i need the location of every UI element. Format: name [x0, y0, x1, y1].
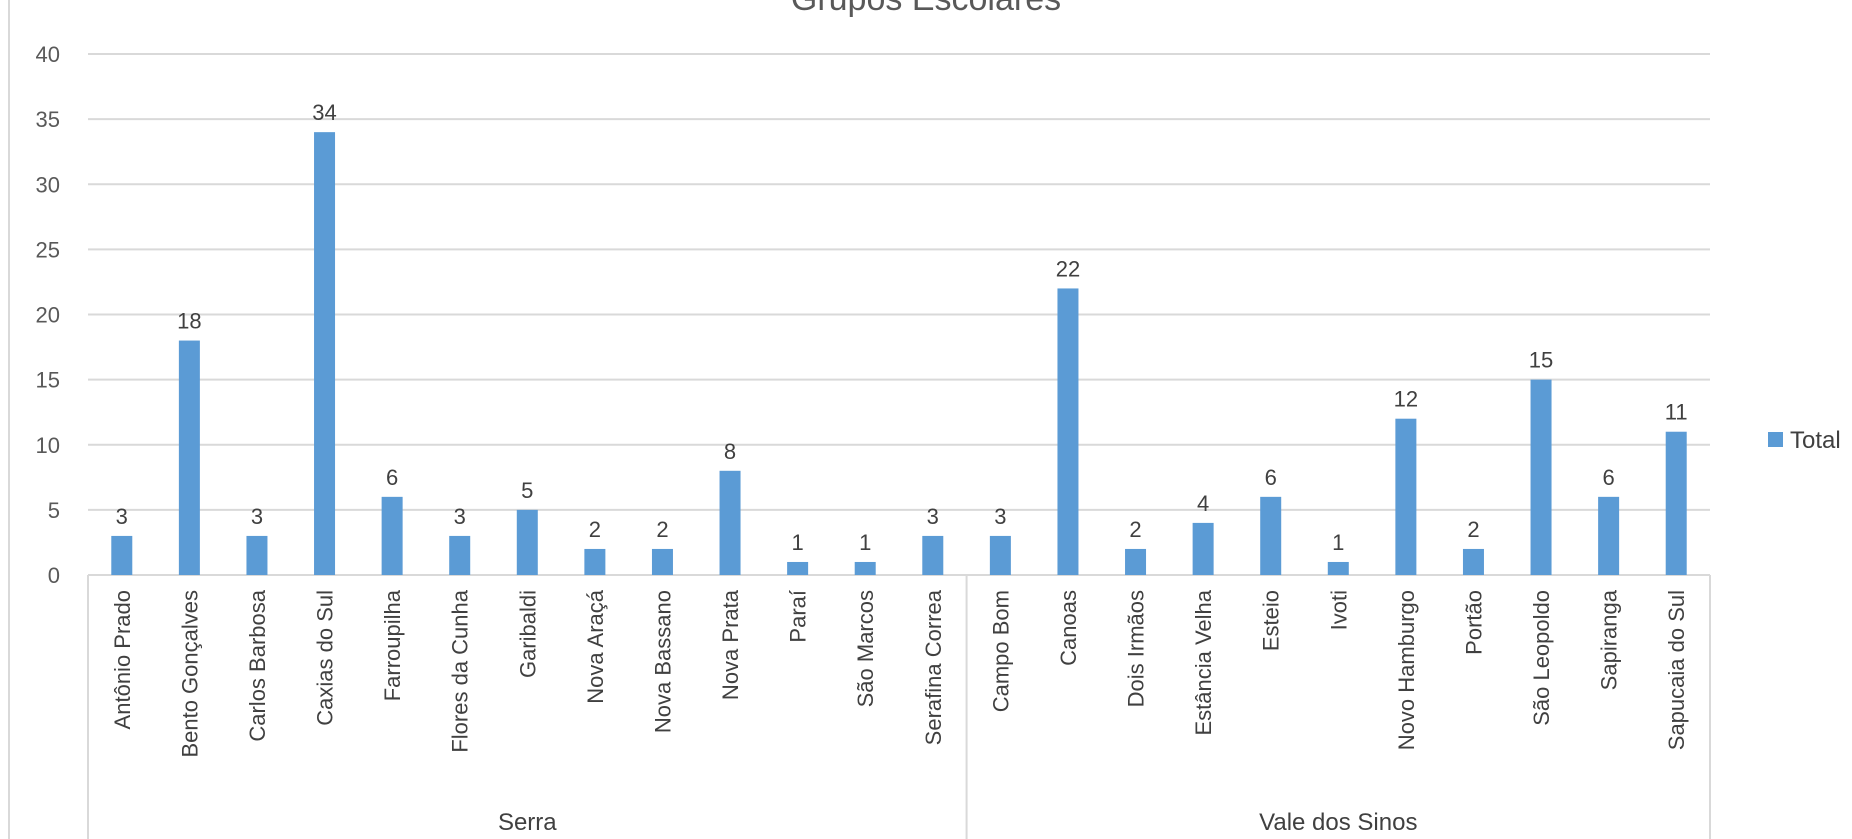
y-tick-label: 30: [36, 172, 60, 197]
category-label: Carlos Barbosa: [245, 589, 270, 741]
bar: [449, 535, 471, 575]
category-label: São Marcos: [853, 590, 878, 707]
y-tick-label: 35: [36, 107, 60, 132]
bar: [787, 561, 809, 575]
bar: [922, 535, 944, 575]
bar: [1462, 548, 1484, 575]
group-label: Serra: [498, 809, 557, 836]
data-label: 2: [589, 517, 601, 542]
data-label: 3: [927, 504, 939, 529]
category-label: Serafina Correa: [921, 589, 946, 745]
legend: Total: [1768, 427, 1841, 454]
category-label: Estância Velha: [1191, 589, 1216, 735]
data-label: 11: [1665, 400, 1688, 425]
category-label: Caxias do Sul: [313, 590, 338, 726]
data-label: 1: [859, 530, 871, 555]
bar: [178, 340, 200, 575]
bar: [854, 561, 876, 575]
category-label: Sapucaia do Sul: [1664, 590, 1689, 750]
bar: [516, 509, 538, 575]
category-label: Farroupilha: [380, 589, 405, 701]
category-label: Ivoti: [1326, 590, 1351, 630]
category-label: Dois Irmãos: [1124, 590, 1149, 707]
group-labels: Serra Vale dos Sinos: [87, 575, 1711, 839]
bar: [584, 548, 606, 575]
data-label: 6: [1265, 465, 1277, 490]
y-tick-label: 5: [48, 498, 60, 523]
bar: [989, 535, 1011, 575]
category-label: Nova Prata: [718, 589, 743, 700]
category-label: Sapiranga: [1597, 589, 1622, 690]
bar: [111, 535, 133, 575]
data-label: 18: [177, 309, 201, 334]
data-label: 3: [251, 504, 263, 529]
y-tick-label: 10: [36, 433, 60, 458]
data-label: 6: [386, 465, 398, 490]
bar: [1192, 522, 1214, 575]
bar: [1530, 379, 1552, 575]
bar: [1598, 496, 1620, 575]
data-label: 5: [521, 478, 533, 503]
data-label: 3: [454, 504, 466, 529]
category-labels: Antônio Prado Bento Gonçalves Carlos Barbo…: [110, 589, 1689, 757]
data-label: 12: [1394, 387, 1418, 412]
y-tick-label: 0: [48, 563, 60, 588]
category-label: Novo Hamburgo: [1394, 590, 1419, 750]
y-tick-label: 40: [36, 42, 60, 67]
y-axis-ticks: 0 5 10 15 20 25 30 35 40: [36, 42, 60, 588]
data-label: 2: [1467, 517, 1479, 542]
data-label: 8: [724, 439, 736, 464]
category-label: Antônio Prado: [110, 590, 135, 729]
data-label: 1: [1332, 530, 1344, 555]
bar: [1665, 431, 1687, 575]
bar: [1395, 418, 1417, 575]
category-label: Portão: [1461, 590, 1486, 655]
bar: [381, 496, 403, 575]
category-label: Canoas: [1056, 590, 1081, 666]
data-label: 22: [1056, 256, 1080, 281]
data-label: 6: [1603, 465, 1615, 490]
category-label: São Leopoldo: [1529, 590, 1554, 726]
category-label: Campo Bom: [988, 590, 1013, 712]
y-tick-label: 15: [36, 368, 60, 393]
category-label: Nova Araçá: [583, 589, 608, 703]
bar: [1327, 561, 1349, 575]
legend-swatch-total: [1768, 432, 1783, 447]
category-label: Esteio: [1259, 590, 1284, 651]
group-label: Vale dos Sinos: [1259, 809, 1417, 836]
gridlines: [88, 53, 1710, 576]
bar: [1057, 288, 1079, 575]
data-label: 15: [1529, 348, 1553, 373]
data-label: 2: [656, 517, 668, 542]
bar: [651, 548, 673, 575]
bars: [111, 132, 1687, 575]
bar: [314, 132, 336, 575]
y-tick-label: 20: [36, 303, 60, 328]
legend-label-total: Total: [1790, 427, 1841, 454]
data-label: 4: [1197, 491, 1209, 516]
bar: [1260, 496, 1282, 575]
category-label: Paraí: [786, 590, 811, 643]
category-label: Nova Bassano: [650, 590, 675, 733]
bar: [1125, 548, 1147, 575]
data-label: 1: [792, 530, 804, 555]
category-label: Garibaldi: [515, 590, 540, 678]
category-label: Bento Gonçalves: [177, 590, 202, 758]
data-label: 34: [312, 100, 336, 125]
category-label: Flores da Cunha: [448, 589, 473, 752]
data-label: 3: [116, 504, 128, 529]
data-label: 2: [1129, 517, 1141, 542]
chart-title: Grupos Escolares: [791, 0, 1061, 18]
data-label: 3: [994, 504, 1006, 529]
bar: [246, 535, 268, 575]
bar: [719, 470, 741, 575]
y-tick-label: 25: [36, 237, 60, 262]
